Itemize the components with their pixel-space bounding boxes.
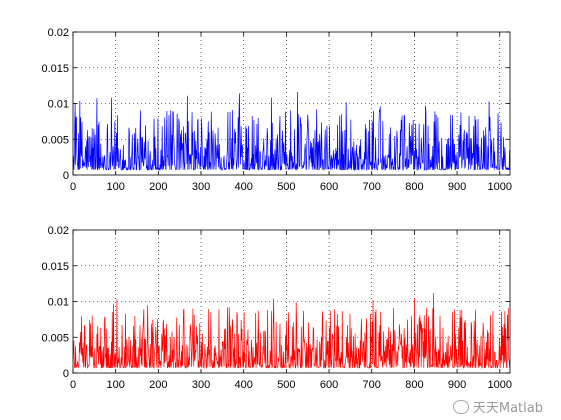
y-tick-label: 0 (63, 170, 69, 182)
y-tick-label: 0.015 (41, 63, 69, 75)
x-tick-label: 100 (106, 181, 124, 193)
y-tick-label: 0.02 (48, 27, 69, 39)
x-tick-label: 700 (363, 379, 381, 391)
x-tick-label: 700 (363, 181, 381, 193)
x-tick-label: 0 (70, 379, 76, 391)
y-tick-label: 0.005 (41, 134, 69, 146)
y-tick-label: 0.02 (48, 225, 69, 237)
x-tick-label: 0 (70, 181, 76, 193)
subplot-1: 0 100 200 300 400 500 600 700 800 900 1000 0 0.005 0.… (41, 27, 512, 193)
x-tick-label: 500 (277, 181, 295, 193)
y-tick-label: 0.015 (41, 261, 69, 273)
y-tick-label: 0.005 (41, 332, 69, 344)
x-tick-label: 1000 (488, 379, 512, 391)
x-tick-label: 800 (405, 181, 423, 193)
x-tick-label: 1000 (488, 181, 512, 193)
watermark-text: 天天Matlab (472, 401, 543, 416)
x-tick-label: 900 (448, 379, 466, 391)
subplot-2: 0 100 200 300 400 500 600 700 800 900 1000 0 0.005 0.… (41, 225, 512, 391)
x-tick-label: 100 (106, 379, 124, 391)
x-tick-label: 300 (192, 181, 210, 193)
x-tick-label: 600 (320, 379, 338, 391)
y-tick-label: 0.01 (48, 297, 69, 309)
x-tick-label: 500 (277, 379, 295, 391)
watermark: 天天Matlab (452, 397, 543, 416)
x-tick-label: 900 (448, 181, 466, 193)
x-tick-label: 200 (149, 181, 167, 193)
series-line (72, 91, 510, 172)
x-tick-label: 400 (235, 379, 253, 391)
x-tick-label: 200 (149, 379, 167, 391)
x-tick-label: 300 (192, 379, 210, 391)
x-tick-label: 400 (235, 181, 253, 193)
series-line (72, 292, 510, 369)
x-tick-label: 600 (320, 181, 338, 193)
y-tick-label: 0 (63, 368, 69, 380)
x-tick-label: 800 (405, 379, 423, 391)
y-tick-label: 0.01 (48, 99, 69, 111)
wechat-icon (452, 399, 469, 414)
